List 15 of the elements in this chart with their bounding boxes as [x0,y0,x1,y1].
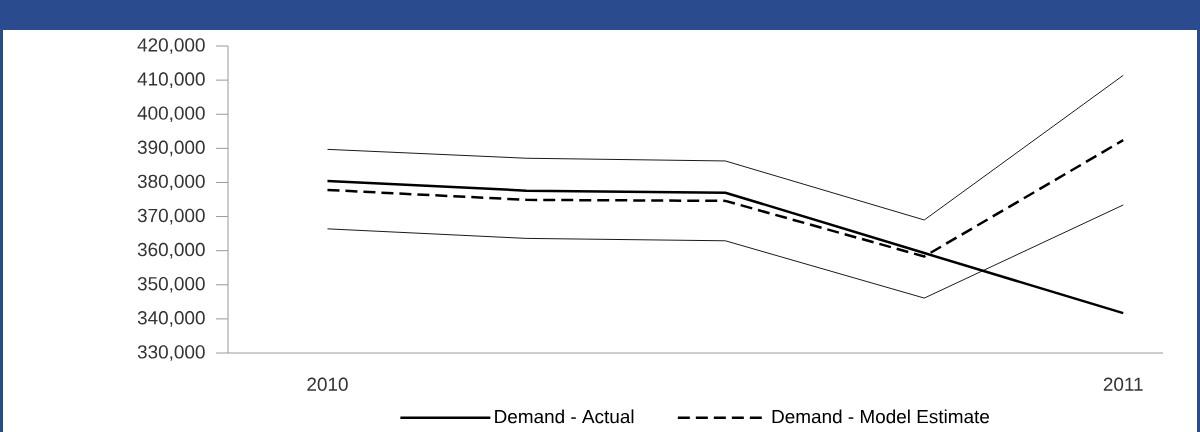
y-tick-label: 340,000 [137,311,205,327]
line-series [327,74,1124,221]
y-tick-label: 400,000 [137,106,205,123]
x-tick-label: 2010 [307,377,348,391]
legend-label: Demand - Model Estimate [772,409,990,424]
y-tick-label: 390,000 [137,140,205,157]
y-tick-label: 410,000 [137,72,205,88]
y-tick-label: 330,000 [137,345,205,361]
x-tick-label: 2011 [1103,377,1143,391]
y-tick-label: 370,000 [137,208,205,225]
y-tick-label: 420,000 [137,38,205,54]
y-tick-label: 350,000 [137,276,205,293]
y-tick-label: 380,000 [137,174,205,191]
y-tick-label: 360,000 [137,242,205,259]
legend-label: Demand - Actual [495,409,634,424]
